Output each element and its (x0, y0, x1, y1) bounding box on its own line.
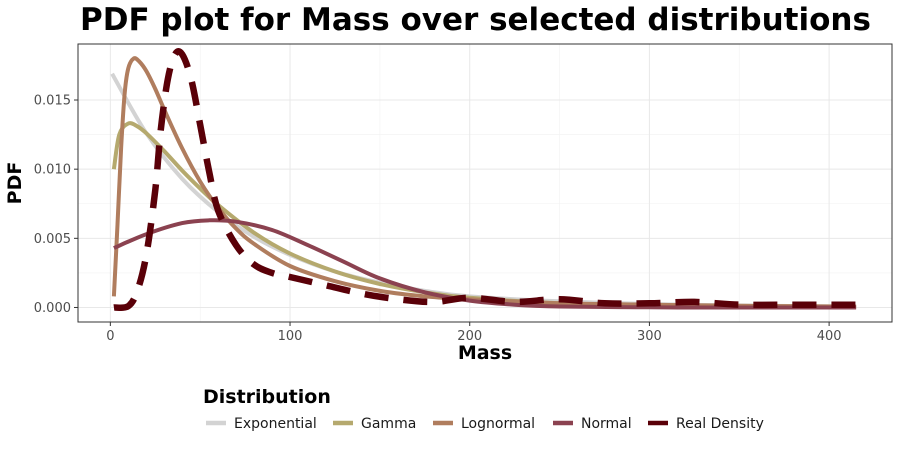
legend: Exponential Gamma Lognormal Normal Real Dens… (206, 416, 764, 432)
series-line-real-density (113, 48, 857, 311)
plot-border (77, 43, 893, 323)
chart-title: PDF plot for Mass over selected distribu… (80, 2, 871, 38)
x-tick-label: 400 (817, 329, 842, 344)
legend-label: Exponential (234, 416, 317, 432)
y-tick-label: 0.015 (34, 94, 71, 109)
y-axis: 0.000 0.005 0.010 0.015 (34, 94, 78, 316)
legend-label: Gamma (361, 416, 416, 432)
y-tick-label: 0.010 (34, 163, 71, 178)
series-layer (110, 48, 857, 311)
x-axis-title: Mass (458, 342, 512, 364)
legend-label: Lognormal (461, 416, 535, 432)
y-axis-title: PDF (4, 162, 26, 205)
legend-label: Normal (581, 416, 632, 432)
legend-title: Distribution (203, 386, 331, 408)
grid-lines (78, 44, 892, 322)
legend-label: Real Density (676, 416, 764, 432)
x-tick-label: 300 (637, 329, 662, 344)
x-tick-label: 100 (278, 329, 303, 344)
x-tick-label: 200 (457, 329, 482, 344)
y-tick-label: 0.000 (34, 301, 71, 316)
y-tick-label: 0.005 (34, 232, 71, 247)
plot-panel (78, 44, 892, 322)
series-line-normal (113, 218, 857, 310)
x-tick-label: 0 (106, 329, 114, 344)
x-axis: 0 100 200 300 400 (106, 322, 842, 344)
